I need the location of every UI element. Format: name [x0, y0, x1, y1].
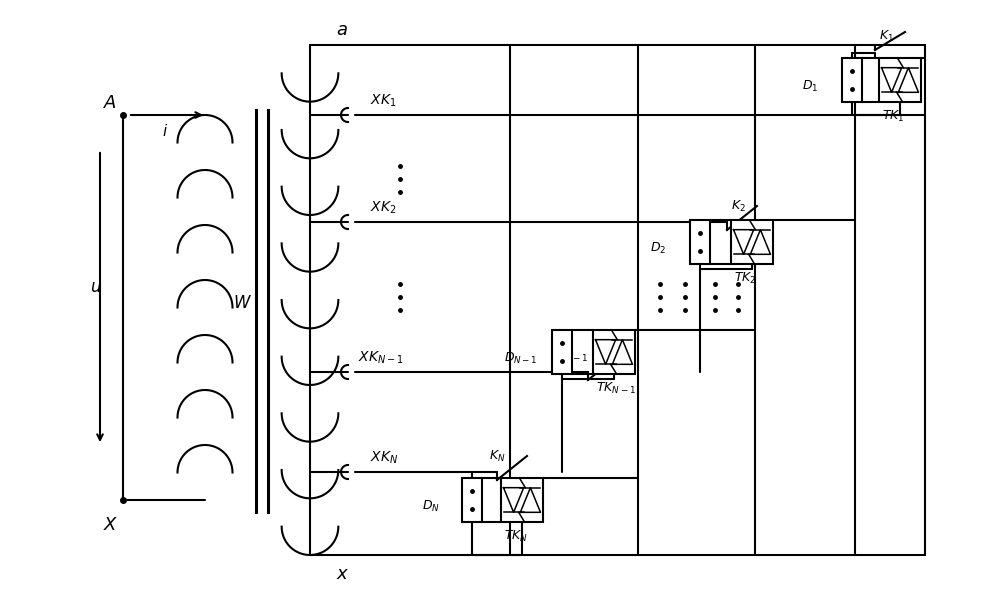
- Text: $x$: $x$: [336, 565, 349, 583]
- Bar: [690, 220, 710, 264]
- Bar: [731, 220, 773, 264]
- Text: $D_1$: $D_1$: [802, 79, 818, 94]
- Text: $XK_N$: $XK_N$: [370, 450, 398, 466]
- Text: $TK_1$: $TK_1$: [882, 109, 905, 124]
- Text: $XK_2$: $XK_2$: [370, 200, 396, 217]
- Text: $A$: $A$: [103, 94, 117, 112]
- Text: $TK_{N-1}$: $TK_{N-1}$: [596, 381, 636, 396]
- Text: $K_1$: $K_1$: [879, 29, 894, 44]
- Text: $W$: $W$: [233, 293, 252, 311]
- Bar: [462, 478, 482, 522]
- Text: $XK_{N-1}$: $XK_{N-1}$: [358, 350, 404, 367]
- Bar: [501, 478, 543, 522]
- Bar: [879, 58, 921, 102]
- Text: $XK_1$: $XK_1$: [370, 93, 396, 109]
- Bar: [593, 330, 635, 374]
- Text: $D_{N-1}$: $D_{N-1}$: [504, 351, 538, 366]
- Text: $i$: $i$: [162, 123, 168, 139]
- Text: $TK_2$: $TK_2$: [734, 271, 756, 286]
- Text: $K_N$: $K_N$: [489, 449, 506, 464]
- Bar: [552, 330, 572, 374]
- Text: $K_{N-1}$: $K_{N-1}$: [556, 349, 588, 364]
- Text: $D_2$: $D_2$: [650, 241, 666, 256]
- Text: $K_2$: $K_2$: [731, 199, 746, 214]
- Bar: [842, 58, 862, 102]
- Text: $X$: $X$: [103, 516, 118, 534]
- Text: $u$: $u$: [90, 278, 102, 296]
- Text: $a$: $a$: [336, 21, 348, 39]
- Text: $D_N$: $D_N$: [422, 499, 440, 514]
- Text: $TK_N$: $TK_N$: [504, 529, 528, 544]
